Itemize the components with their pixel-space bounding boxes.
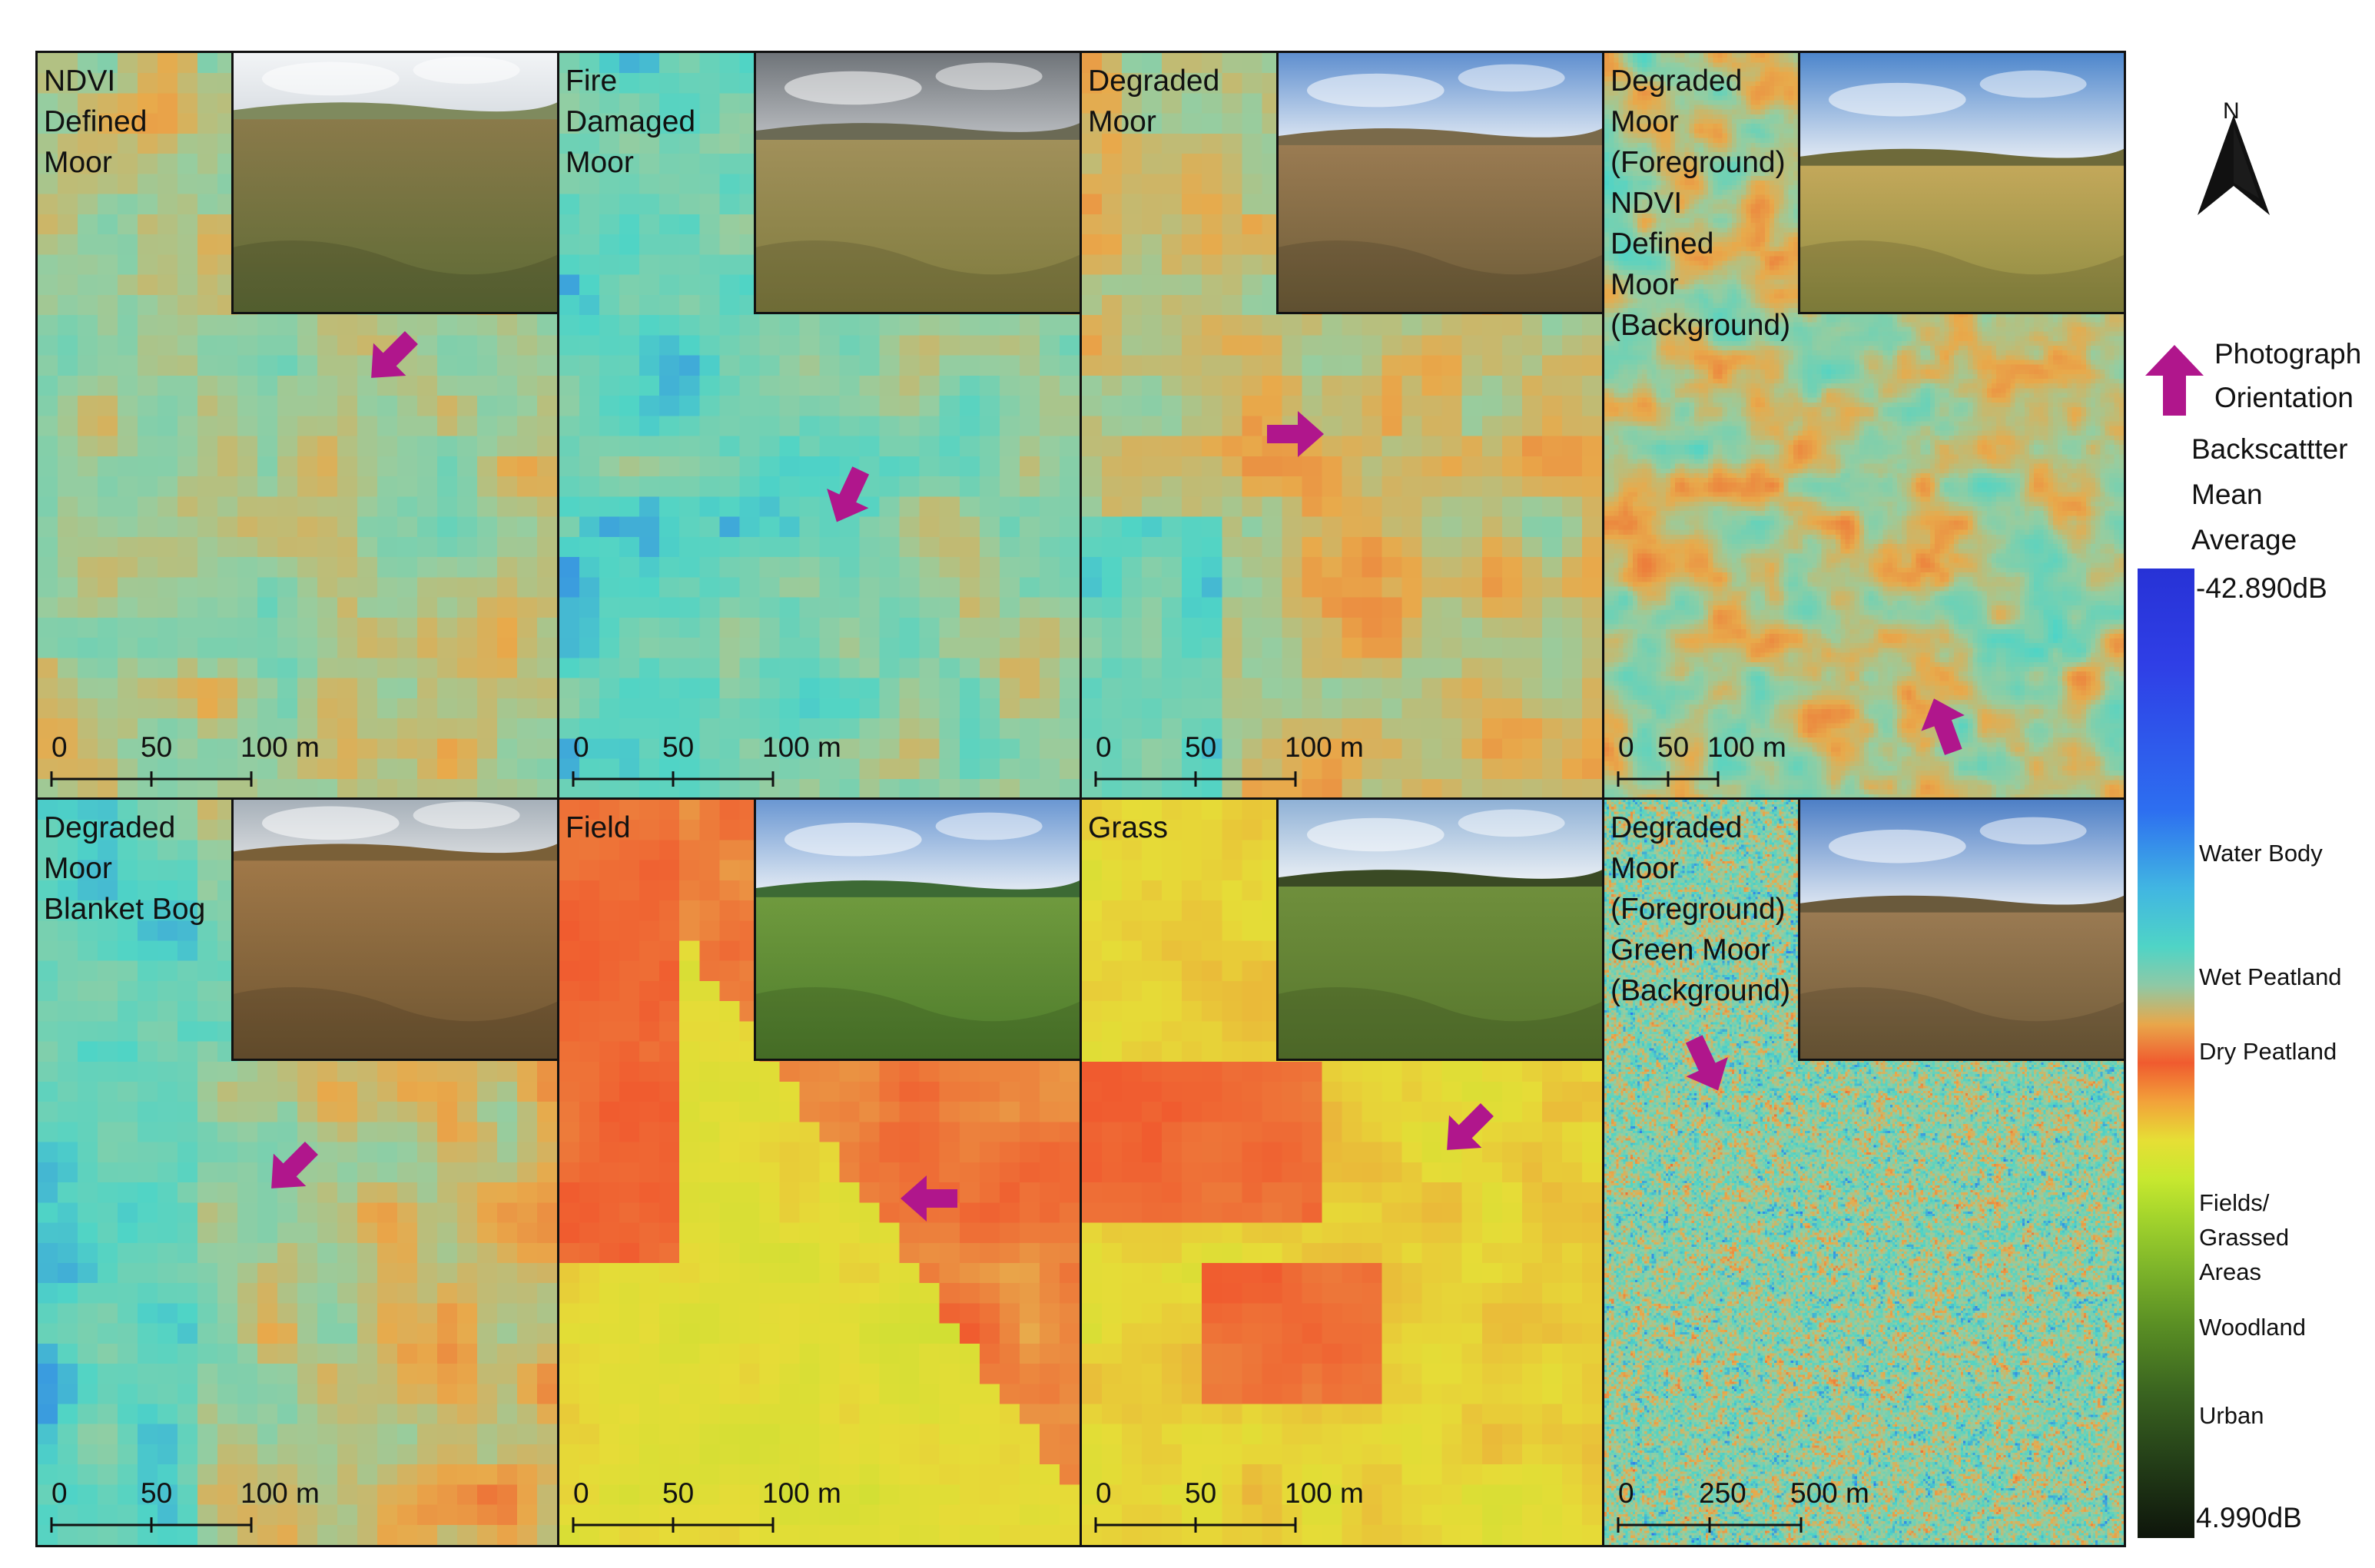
scale-tick-label: 100 m xyxy=(1285,731,1364,763)
scale-tick-label: 0 xyxy=(51,1477,68,1509)
scale-tick-label: 0 xyxy=(1618,1477,1634,1509)
photograph-orientation-arrow-icon xyxy=(1264,403,1325,465)
legend-class-label: Woodland xyxy=(2199,1314,2307,1341)
scale-tick-label: 50 xyxy=(141,1477,173,1509)
legend-class-label: Water Body xyxy=(2199,839,2323,867)
scale-tick-label: 500 m xyxy=(1790,1477,1869,1509)
photograph-orientation-arrow-icon xyxy=(1913,695,1975,757)
site-photograph-fire-damaged-moor xyxy=(754,53,1080,314)
scale-bar: 0 50 100 m xyxy=(572,1477,879,1533)
photograph-orientation-arrow-icon xyxy=(899,1168,960,1229)
legend-class-label: Wet Peatland xyxy=(2199,963,2342,991)
scale-tick-label: 0 xyxy=(1618,731,1634,763)
legend-class-label: Dry Peatland xyxy=(2199,1038,2337,1066)
panel-label: Grass xyxy=(1088,811,1169,844)
scale-tick-label: 50 xyxy=(1185,731,1217,763)
scale-bar-line xyxy=(50,771,253,787)
map-panel-4: Degraded Moor (Foreground) NDVI Defined … xyxy=(1602,51,2126,801)
north-label: N xyxy=(2223,98,2240,124)
scale-tick-label: 50 xyxy=(141,731,173,763)
site-photograph-moor-dry-grass xyxy=(231,53,557,314)
scale-bar: 0 50 100 m xyxy=(1617,731,1824,787)
scale-tick-label: 250 xyxy=(1699,1477,1746,1509)
photograph-orientation-arrow-icon xyxy=(818,465,880,526)
scale-bar: 0 50 100 m xyxy=(50,731,357,787)
map-panel-1: NDVI Defined Moor 0 50 100 m xyxy=(35,51,559,801)
site-photograph-moor-fence-path xyxy=(1798,800,2124,1061)
backscatter-colorbar xyxy=(2138,569,2194,1538)
site-photograph-valley-fields xyxy=(1798,53,2124,314)
scale-tick-label: 100 m xyxy=(1707,731,1786,763)
scale-tick-label: 50 xyxy=(1185,1477,1217,1509)
map-panel-8: Degraded Moor (Foreground) Green Moor (B… xyxy=(1602,797,2126,1547)
scale-tick-label: 0 xyxy=(1096,731,1112,763)
panel-label: Degraded Moor (Foreground) Green Moor (B… xyxy=(1610,811,1791,1007)
scale-bar: 0 50 100 m xyxy=(50,1477,357,1533)
colorbar-title: Backscattter Mean Average xyxy=(2191,433,2348,555)
scale-tick-label: 50 xyxy=(662,1477,695,1509)
north-arrow-icon xyxy=(2198,115,2270,215)
scale-bar-line xyxy=(1617,1517,1803,1533)
scale-tick-label: 100 m xyxy=(762,1477,841,1509)
scale-bar-line xyxy=(1617,771,1720,787)
panel-label: Degraded Moor Blanket Bog xyxy=(44,811,206,926)
site-photograph-green-field xyxy=(754,800,1080,1061)
site-photograph-degraded-moor-grass xyxy=(1276,53,1602,314)
panel-label: Field xyxy=(566,811,631,844)
panel-label: NDVI Defined Moor xyxy=(44,65,148,179)
colorbar-min-label: 4.990dB xyxy=(2196,1502,2302,1533)
photograph-orientation-arrow-icon xyxy=(361,327,423,388)
map-panel-7: Grass 0 50 100 m xyxy=(1080,797,1604,1547)
scale-tick-label: 0 xyxy=(1096,1477,1112,1509)
map-panel-6: Field 0 50 100 m xyxy=(557,797,1082,1547)
scale-tick-label: 0 xyxy=(51,731,68,763)
legend-class-label: Fields/ Grassed Areas xyxy=(2199,1189,2290,1286)
scale-tick-label: 100 m xyxy=(240,731,320,763)
photograph-orientation-arrow-icon xyxy=(1437,1099,1498,1160)
scale-bar-line xyxy=(572,1517,775,1533)
scale-bar-line xyxy=(50,1517,253,1533)
photograph-orientation-label: Photograph Orientation xyxy=(2214,338,2362,413)
map-panel-2: Fire Damaged Moor 0 50 100 m xyxy=(557,51,1082,801)
scale-tick-label: 100 m xyxy=(762,731,841,763)
scale-tick-label: 50 xyxy=(662,731,695,763)
scale-tick-label: 100 m xyxy=(240,1477,320,1509)
photograph-orientation-arrow-icon xyxy=(261,1137,323,1198)
photograph-orientation-arrow-icon xyxy=(1675,1033,1736,1095)
map-panel-3: Degraded Moor 0 50 100 m xyxy=(1080,51,1604,801)
legend-class-label: Urban xyxy=(2199,1401,2264,1429)
panel-label: Degraded Moor xyxy=(1088,65,1220,138)
scale-tick-label: 50 xyxy=(1657,731,1690,763)
scale-bar-line xyxy=(1094,771,1297,787)
scale-bar: 0 50 100 m xyxy=(572,731,879,787)
scale-tick-label: 0 xyxy=(573,1477,589,1509)
site-photograph-blanket-bog xyxy=(231,800,557,1061)
photograph-orientation-arrow-icon xyxy=(2145,345,2204,416)
scale-bar-line xyxy=(1094,1517,1297,1533)
scale-tick-label: 0 xyxy=(573,731,589,763)
scale-bar: 0 50 100 m xyxy=(1094,731,1401,787)
site-photograph-grass-track xyxy=(1276,800,1602,1061)
panel-label: Fire Damaged Moor xyxy=(566,65,696,179)
panel-label: Degraded Moor (Foreground) NDVI Defined … xyxy=(1610,65,1791,342)
colorbar-max-label: -42.890dB xyxy=(2196,572,2327,604)
scale-tick-label: 100 m xyxy=(1285,1477,1364,1509)
scale-bar-line xyxy=(572,771,775,787)
scale-bar: 0 50 100 m xyxy=(1094,1477,1401,1533)
scale-bar: 0 250 500 m xyxy=(1617,1477,1907,1533)
